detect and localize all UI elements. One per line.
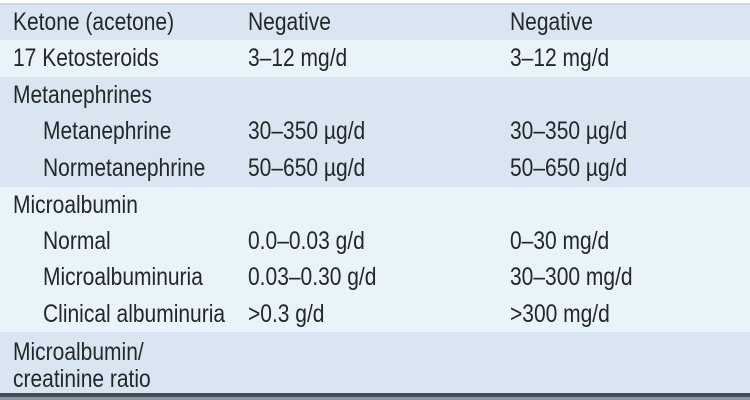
row-microalbuminuria: Microalbuminuria 0.03–0.30 g/d 30–300 mg… <box>0 259 750 296</box>
analyte-label: Microalbuminuria <box>43 263 203 291</box>
value-1: >0.3 g/d <box>248 299 325 328</box>
group-ketone: Ketone (acetone) Negative Negative <box>0 5 750 40</box>
analyte-cell: Microalbumin <box>0 190 248 219</box>
value-1: 30–350 µg/d <box>248 117 366 145</box>
value-2: 30–350 µg/d <box>510 117 628 145</box>
value-2: >300 mg/d <box>510 299 610 328</box>
analyte-label: Clinical albuminuria <box>43 299 226 328</box>
value-1: Negative <box>248 8 331 36</box>
row-microalbumin-header: Microalbumin <box>0 187 750 223</box>
value-1: 50–650 µg/d <box>248 154 366 182</box>
group-metanephrines: Metanephrines Metanephrine 30–350 µg/d 3… <box>0 77 750 187</box>
analyte-label: Microalbumin/ creatinine ratio <box>13 332 151 393</box>
analyte-label-line1: Microalbumin/ <box>13 338 144 366</box>
analyte-cell: Microalbumin/ creatinine ratio <box>0 332 248 393</box>
analyte-label: Normetanephrine <box>43 154 206 182</box>
analyte-cell: Normetanephrine <box>0 156 248 181</box>
value-cell-2: 0–30 mg/d <box>510 226 750 255</box>
value-cell-1: Negative <box>248 10 510 35</box>
analyte-label: Normal <box>43 226 111 255</box>
value-cell-2: >300 mg/d <box>510 299 750 328</box>
analyte-cell: Metanephrines <box>0 80 248 109</box>
analyte-label: Metanephrine <box>43 117 172 145</box>
table-top-rule <box>0 3 750 5</box>
value-cell-1: 30–350 µg/d <box>248 119 510 144</box>
table-bottom-rule-shadow <box>0 397 750 400</box>
value-cell-2: 3–12 mg/d <box>510 46 750 71</box>
analyte-cell: Clinical albuminuria <box>0 299 248 328</box>
analyte-cell: 17 Ketosteroids <box>0 46 248 71</box>
value-1: 0.03–0.30 g/d <box>248 263 377 291</box>
analyte-label-line2: creatinine ratio <box>13 365 151 393</box>
analyte-label: Metanephrines <box>13 80 152 109</box>
row-normetanephrine: Normetanephrine 50–650 µg/d 50–650 µg/d <box>0 150 750 187</box>
row-ketone: Ketone (acetone) Negative Negative <box>0 5 750 40</box>
row-normal: Normal 0.0–0.03 g/d 0–30 mg/d <box>0 223 750 259</box>
value-cell-1: 3–12 mg/d <box>248 46 510 71</box>
page-margin-strip <box>0 0 750 3</box>
value-cell-2: 30–300 mg/d <box>510 265 750 290</box>
value-2: 0–30 mg/d <box>510 226 610 255</box>
value-cell-1: 0.03–0.30 g/d <box>248 265 510 290</box>
analyte-cell: Ketone (acetone) <box>0 10 248 35</box>
value-cell-2: 30–350 µg/d <box>510 119 750 144</box>
analyte-cell: Metanephrine <box>0 119 248 144</box>
value-1: 0.0–0.03 g/d <box>248 226 365 255</box>
row-microalbumin-creatinine-ratio: Microalbumin/ creatinine ratio <box>0 332 750 393</box>
value-cell-1: 50–650 µg/d <box>248 156 510 181</box>
row-17-ketosteroids: 17 Ketosteroids 3–12 mg/d 3–12 mg/d <box>0 40 750 77</box>
group-microalbumin-creatinine-ratio: Microalbumin/ creatinine ratio <box>0 332 750 393</box>
analyte-cell: Microalbuminuria <box>0 265 248 290</box>
value-2: 50–650 µg/d <box>510 154 628 182</box>
analyte-label: Ketone (acetone) <box>13 8 175 36</box>
row-metanephrines-header: Metanephrines <box>0 77 750 113</box>
value-cell-1: 0.0–0.03 g/d <box>248 226 510 255</box>
group-microalbumin: Microalbumin Normal 0.0–0.03 g/d 0–30 mg… <box>0 187 750 332</box>
value-cell-2: 50–650 µg/d <box>510 156 750 181</box>
analyte-label: 17 Ketosteroids <box>13 44 159 72</box>
value-2: Negative <box>510 8 593 36</box>
analyte-cell: Normal <box>0 226 248 255</box>
analyte-label: Microalbumin <box>13 190 138 219</box>
value-cell-2: Negative <box>510 10 750 35</box>
value-2: 3–12 mg/d <box>510 44 610 72</box>
row-clinical-albuminuria: Clinical albuminuria >0.3 g/d >300 mg/d <box>0 296 750 332</box>
value-1: 3–12 mg/d <box>248 44 348 72</box>
value-2: 30–300 mg/d <box>510 263 633 291</box>
value-cell-1: >0.3 g/d <box>248 299 510 328</box>
group-17-ketosteroids: 17 Ketosteroids 3–12 mg/d 3–12 mg/d <box>0 40 750 77</box>
table-bottom-rule <box>0 393 750 397</box>
row-metanephrine: Metanephrine 30–350 µg/d 30–350 µg/d <box>0 113 750 150</box>
